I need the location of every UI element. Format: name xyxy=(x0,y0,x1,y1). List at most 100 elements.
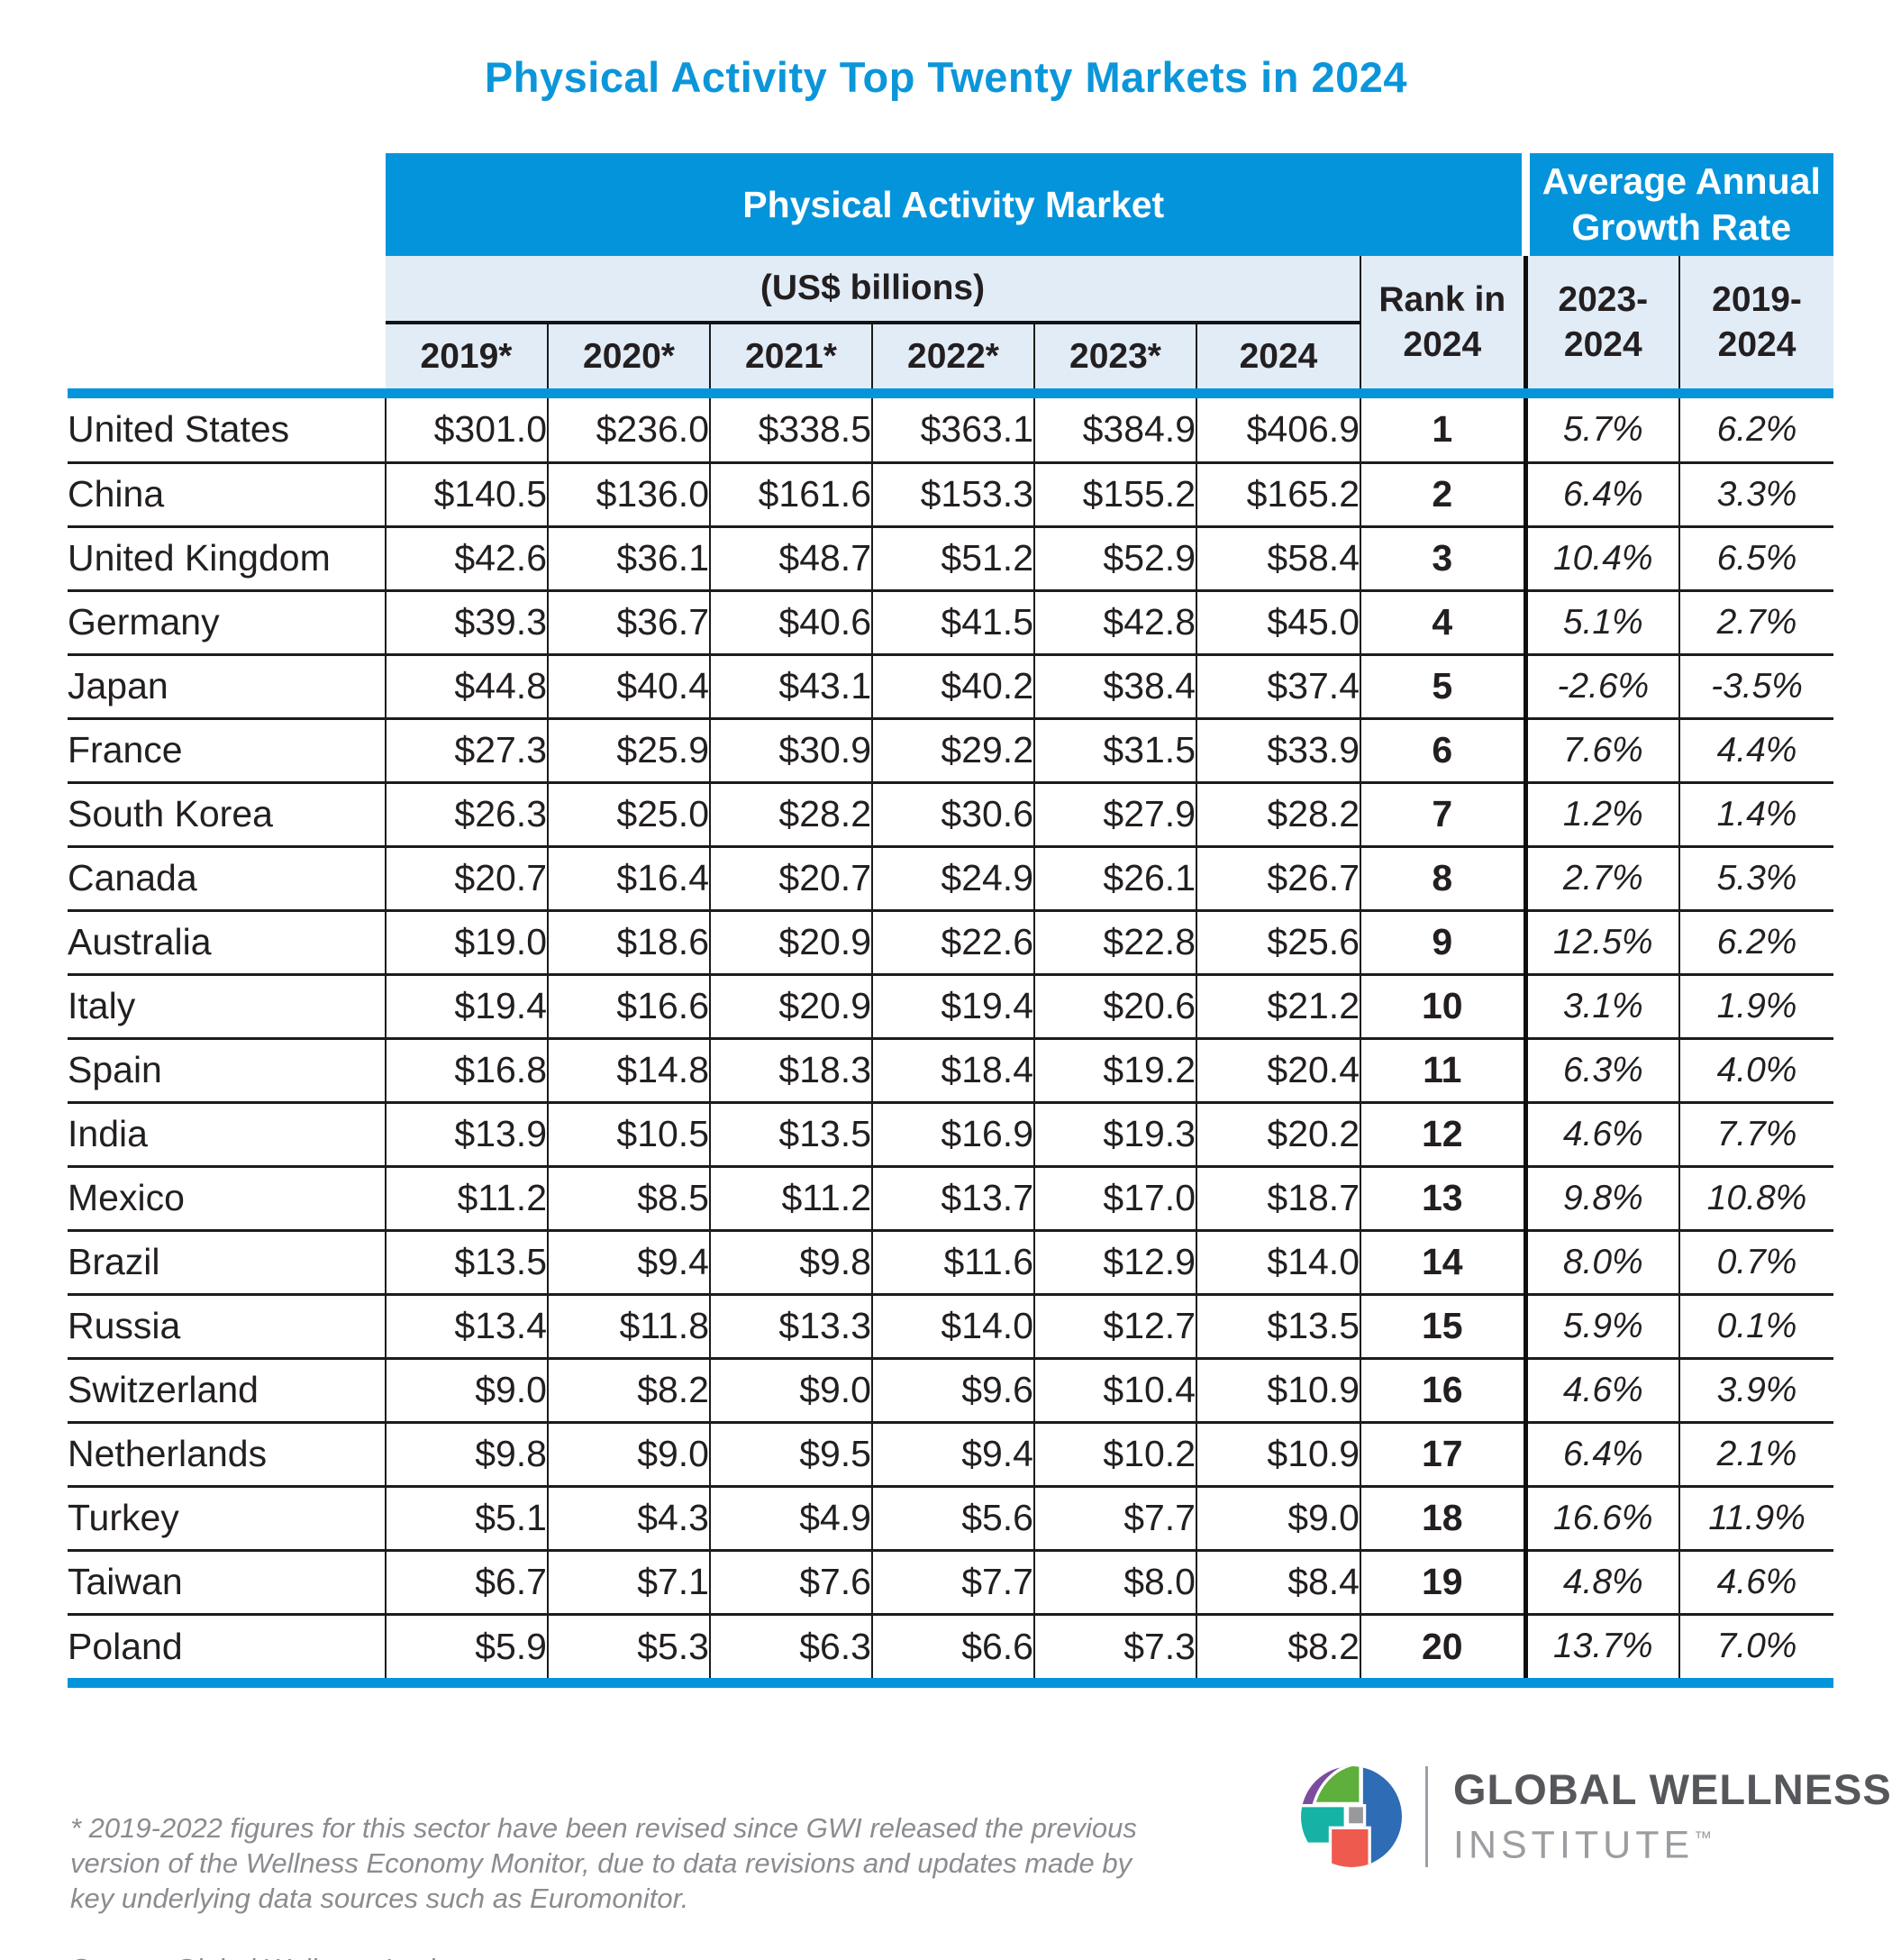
value-2024-cell: $20.4 xyxy=(1196,1038,1360,1102)
growth-2019-2024-cell: -3.5% xyxy=(1678,654,1834,718)
value-2021-cell: $20.9 xyxy=(709,974,872,1038)
growth-2019-2024-cell: 4.6% xyxy=(1678,1550,1834,1614)
country-cell: Australia xyxy=(68,921,212,962)
country-cell: Netherlands xyxy=(68,1433,268,1474)
value-2020-cell: $9.4 xyxy=(547,1230,710,1294)
year-header-2023: 2023* xyxy=(1033,323,1196,388)
value-2022-cell: $153.3 xyxy=(871,462,1034,526)
value-2019-cell: $19.0 xyxy=(385,910,548,974)
growth-2023-2024-cell: 4.6% xyxy=(1523,1358,1680,1422)
growth-2023-2024-cell: 7.6% xyxy=(1523,718,1680,782)
country-cell: United Kingdom xyxy=(68,537,331,579)
value-2021-cell: $20.9 xyxy=(709,910,872,974)
gwi-logo: GLOBAL WELLNESS INSTITUTE™ xyxy=(1301,1766,1892,1867)
growth-2019-2024-cell: 1.4% xyxy=(1678,782,1834,846)
country-cell: South Korea xyxy=(68,793,273,834)
value-2021-cell: $13.3 xyxy=(709,1294,872,1358)
growth-2019-2024-cell: 7.7% xyxy=(1678,1102,1834,1166)
value-2023-cell: $155.2 xyxy=(1033,462,1196,526)
value-2024-cell: $20.2 xyxy=(1196,1102,1360,1166)
value-2024-cell: $18.7 xyxy=(1196,1166,1360,1230)
growth-2019-2024-cell: 5.3% xyxy=(1678,846,1834,910)
rank-cell: 18 xyxy=(1359,1486,1528,1550)
value-2022-cell: $51.2 xyxy=(871,526,1034,590)
value-2020-cell: $9.0 xyxy=(547,1422,710,1486)
value-2021-cell: $9.5 xyxy=(709,1422,872,1486)
rank-cell: 13 xyxy=(1359,1166,1528,1230)
value-2019-cell: $13.5 xyxy=(385,1230,548,1294)
year-header-2020: 2020* xyxy=(547,323,710,388)
value-2021-cell: $9.8 xyxy=(709,1230,872,1294)
country-cell: Switzerland xyxy=(68,1369,259,1410)
value-2019-cell: $44.8 xyxy=(385,654,548,718)
value-2019-cell: $13.4 xyxy=(385,1294,548,1358)
table-row: Italy $19.4 $16.6 $20.9 $19.4 $20.6 $21.… xyxy=(68,974,1834,1038)
growth-2023-2024-cell: 2.7% xyxy=(1523,846,1680,910)
country-cell: India xyxy=(68,1113,148,1154)
growth-2019-2024-cell: 4.4% xyxy=(1678,718,1834,782)
value-2022-cell: $11.6 xyxy=(871,1230,1034,1294)
rank-cell: 4 xyxy=(1359,590,1528,654)
value-2020-cell: $16.6 xyxy=(547,974,710,1038)
growth-2023-2024-cell: 1.2% xyxy=(1523,782,1680,846)
page-title: Physical Activity Top Twenty Markets in … xyxy=(484,53,1408,101)
growth-2023-2024-cell: 4.6% xyxy=(1523,1102,1680,1166)
value-2022-cell: $22.6 xyxy=(871,910,1034,974)
growth-2023-2024-cell: 5.9% xyxy=(1523,1294,1680,1358)
value-2022-cell: $19.4 xyxy=(871,974,1034,1038)
country-cell: Germany xyxy=(68,601,220,643)
value-2024-cell: $58.4 xyxy=(1196,526,1360,590)
value-2021-cell: $18.3 xyxy=(709,1038,872,1102)
value-2024-cell: $165.2 xyxy=(1196,462,1360,526)
growth-2023-2024-cell: 5.7% xyxy=(1523,398,1680,462)
growth-group-header: Average Annual Growth Rate xyxy=(1521,153,1834,256)
value-2023-cell: $20.6 xyxy=(1033,974,1196,1038)
growth-2019-2024-cell: 3.3% xyxy=(1678,462,1834,526)
value-2019-cell: $19.4 xyxy=(385,974,548,1038)
value-2024-cell: $28.2 xyxy=(1196,782,1360,846)
rank-cell: 9 xyxy=(1359,910,1528,974)
value-2020-cell: $14.8 xyxy=(547,1038,710,1102)
value-2023-cell: $19.3 xyxy=(1033,1102,1196,1166)
growth-2019-2024-cell: 3.9% xyxy=(1678,1358,1834,1422)
growth-2023-2024-cell: 12.5% xyxy=(1523,910,1680,974)
rank-cell: 14 xyxy=(1359,1230,1528,1294)
value-2023-cell: $19.2 xyxy=(1033,1038,1196,1102)
value-2020-cell: $236.0 xyxy=(547,398,710,462)
table-row: Taiwan $6.7 $7.1 $7.6 $7.7 $8.0 $8.4 19 … xyxy=(68,1550,1834,1614)
rank-cell: 3 xyxy=(1359,526,1528,590)
value-2020-cell: $11.8 xyxy=(547,1294,710,1358)
value-2023-cell: $7.7 xyxy=(1033,1486,1196,1550)
value-2023-cell: $22.8 xyxy=(1033,910,1196,974)
table-row: Russia $13.4 $11.8 $13.3 $14.0 $12.7 $13… xyxy=(68,1294,1834,1358)
rank-cell: 10 xyxy=(1359,974,1528,1038)
value-2024-cell: $25.6 xyxy=(1196,910,1360,974)
value-2022-cell: $13.7 xyxy=(871,1166,1034,1230)
value-2019-cell: $27.3 xyxy=(385,718,548,782)
value-2019-cell: $6.7 xyxy=(385,1550,548,1614)
growth-2019-2024-cell: 2.1% xyxy=(1678,1422,1834,1486)
rank-header: Rank in 2024 xyxy=(1359,256,1526,388)
country-cell: United States xyxy=(68,408,290,451)
value-2022-cell: $30.6 xyxy=(871,782,1034,846)
rank-cell: 15 xyxy=(1359,1294,1528,1358)
value-2024-cell: $33.9 xyxy=(1196,718,1360,782)
value-2019-cell: $42.6 xyxy=(385,526,548,590)
value-2021-cell: $11.2 xyxy=(709,1166,872,1230)
value-2021-cell: $40.6 xyxy=(709,590,872,654)
growth-2023-2024-cell: 10.4% xyxy=(1523,526,1680,590)
value-2023-cell: $42.8 xyxy=(1033,590,1196,654)
table-row: France $27.3 $25.9 $30.9 $29.2 $31.5 $33… xyxy=(68,718,1834,782)
value-2023-cell: $52.9 xyxy=(1033,526,1196,590)
value-2020-cell: $8.5 xyxy=(547,1166,710,1230)
value-2024-cell: $8.4 xyxy=(1196,1550,1360,1614)
footnote-note: * 2019-2022 figures for this sector have… xyxy=(70,1812,1137,1914)
growth-2023-2024-cell: 8.0% xyxy=(1523,1230,1680,1294)
value-2021-cell: $6.3 xyxy=(709,1614,872,1678)
value-2023-cell: $38.4 xyxy=(1033,654,1196,718)
top-blue-rule xyxy=(68,388,1834,398)
country-cell: France xyxy=(68,729,183,770)
growth-2019-2024-cell: 1.9% xyxy=(1678,974,1834,1038)
value-2022-cell: $363.1 xyxy=(871,398,1034,462)
growth-2023-2024-header: 2023- 2024 xyxy=(1523,256,1680,388)
